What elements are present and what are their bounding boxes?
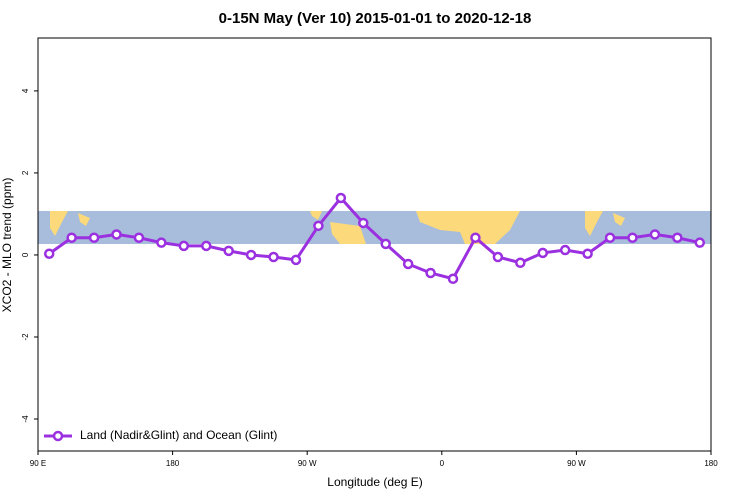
- y-tick-label: 2: [21, 170, 30, 175]
- data-point: [88, 232, 100, 243]
- y-tick-label: 4: [21, 88, 30, 93]
- data-point: [672, 232, 683, 243]
- data-point: [178, 240, 190, 252]
- data-point: [156, 237, 167, 248]
- data-point: [515, 257, 526, 269]
- data-point: [582, 248, 593, 259]
- x-tick-label: 180: [704, 459, 718, 468]
- x-tick-label: 180: [166, 459, 180, 468]
- data-point: [425, 267, 436, 279]
- x-tick-label: 90 W: [298, 459, 317, 468]
- data-point: [43, 248, 55, 259]
- data-point: [627, 232, 638, 243]
- plot-frame: [37, 37, 712, 452]
- data-point: [559, 244, 571, 256]
- x-tick-label: 0: [440, 459, 445, 468]
- x-tick-label: 90 W: [567, 459, 586, 468]
- legend-label: Land (Nadir&Glint) and Ocean (Glint): [80, 428, 277, 442]
- data-point: [380, 238, 391, 250]
- data-point: [537, 247, 548, 259]
- data-point: [223, 245, 234, 257]
- legend-marker: [52, 430, 64, 442]
- data-point: [470, 232, 481, 243]
- map-band: [38, 211, 711, 244]
- data-point: [604, 232, 616, 243]
- data-point: [66, 232, 77, 243]
- data-point: [694, 237, 706, 248]
- data-point: [358, 217, 369, 229]
- data-point: [649, 229, 661, 240]
- data-point: [402, 258, 414, 270]
- data-point: [313, 220, 324, 232]
- data-point: [245, 249, 257, 261]
- y-tick-label: -2: [21, 333, 30, 341]
- data-point: [447, 273, 459, 284]
- y-tick-label: -4: [21, 415, 30, 423]
- x-axis-label: Longitude (deg E): [327, 475, 422, 489]
- x-tick-label: 90 E: [30, 459, 46, 468]
- data-point: [290, 254, 302, 266]
- data-point: [335, 192, 347, 204]
- chart-title: 0-15N May (Ver 10) 2015-01-01 to 2020-12…: [219, 10, 532, 27]
- y-axis-label: XCO2 - MLO trend (ppm): [0, 178, 14, 313]
- data-point: [268, 251, 279, 263]
- data-point: [492, 251, 504, 263]
- data-point: [201, 240, 212, 252]
- y-tick-label: 0: [21, 252, 30, 257]
- data-point: [111, 229, 122, 240]
- data-point: [133, 232, 145, 243]
